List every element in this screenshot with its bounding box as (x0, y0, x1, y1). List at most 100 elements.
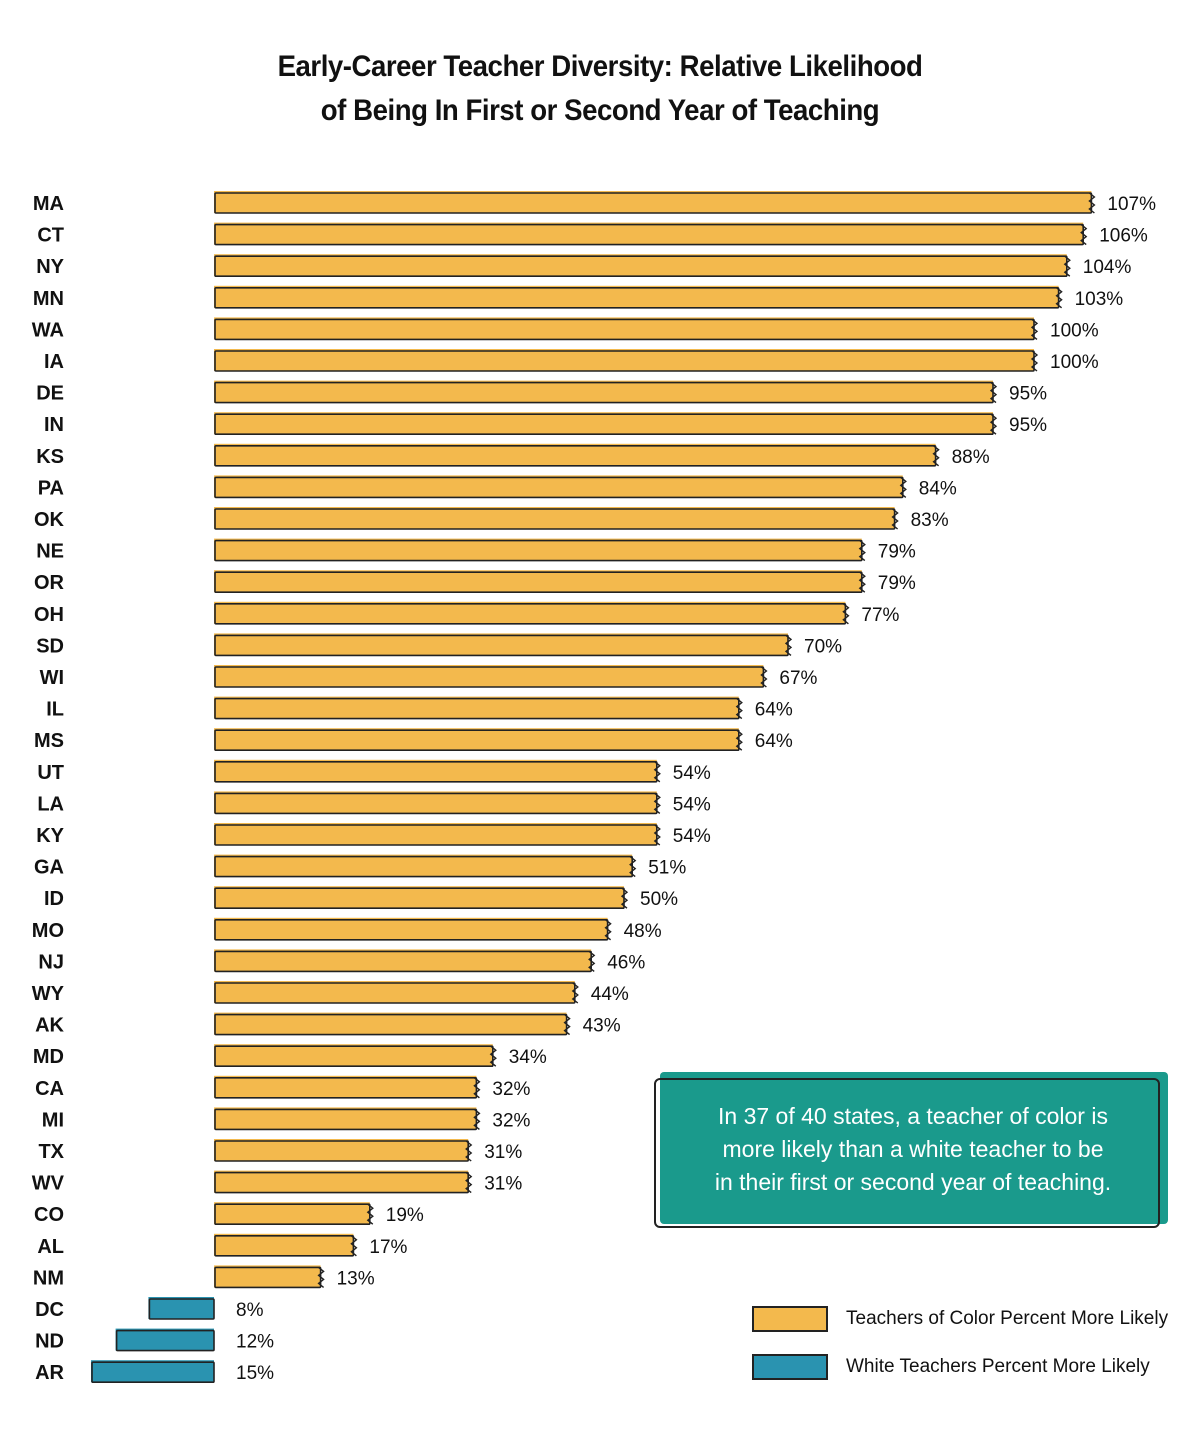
bar-id (214, 886, 624, 909)
bar-wv (214, 1170, 469, 1193)
bar-zigzag-co (366, 1203, 374, 1225)
bar-zigzag-or (858, 571, 866, 593)
state-label-in: IN (44, 414, 64, 436)
legend-label-white-teachers: White Teachers Percent More Likely (846, 1356, 1150, 1377)
bar-ok (214, 507, 895, 529)
value-label-ky: 54% (673, 826, 711, 847)
legend-swatch-teachers-of-color (752, 1306, 828, 1332)
bar-zigzag-ga (629, 856, 637, 878)
state-label-nd: ND (35, 1331, 64, 1353)
state-label-ne: NE (36, 541, 64, 563)
value-label-ny: 104% (1083, 257, 1132, 278)
state-label-ct: CT (37, 225, 64, 247)
state-label-md: MD (33, 1046, 64, 1068)
bar-zigzag-nj (588, 950, 596, 972)
state-label-dc: DC (35, 1299, 64, 1321)
state-label-co: CO (34, 1204, 64, 1226)
bar-outline-ar (91, 1361, 215, 1383)
state-label-mn: MN (33, 288, 64, 310)
bar-ak (214, 1012, 567, 1035)
bar-zigzag-ne (858, 540, 866, 562)
value-label-ia: 100% (1050, 352, 1099, 373)
bar-nm (214, 1265, 321, 1288)
value-label-wy: 44% (591, 984, 629, 1005)
value-label-ok: 83% (911, 510, 949, 531)
value-label-mo: 48% (624, 921, 662, 942)
bar-zigzag-mn (1055, 287, 1063, 309)
bar-de (214, 380, 993, 403)
value-label-ar: 15% (236, 1363, 274, 1384)
bar-zigzag-wa (1030, 318, 1039, 340)
value-label-in: 95% (1009, 415, 1047, 436)
state-label-or: OR (34, 572, 65, 594)
bar-in (214, 412, 993, 435)
value-label-de: 95% (1009, 384, 1047, 405)
bar-al (214, 1233, 354, 1256)
value-label-ca: 32% (492, 1079, 530, 1100)
value-label-mn: 103% (1075, 289, 1124, 310)
bar-ky (214, 823, 657, 845)
callout-box: In 37 of 40 states, a teacher of color i… (654, 1070, 1168, 1230)
value-label-ut: 54% (673, 763, 711, 784)
bar-zigzag-oh (842, 603, 850, 625)
chart-title-line-1: Early-Career Teacher Diversity: Relative… (277, 50, 923, 83)
state-label-oh: OH (34, 604, 64, 626)
bar-la (214, 791, 657, 814)
bar-ct (214, 222, 1084, 245)
bar-mo (214, 917, 608, 940)
bar-il (214, 696, 739, 719)
state-label-ak: AK (35, 1015, 64, 1037)
bar-zigzag-ky (653, 824, 661, 846)
state-label-ga: GA (34, 857, 64, 879)
bar-zigzag-ak (563, 1014, 571, 1036)
bar-zigzag-ia (1030, 350, 1039, 372)
state-label-mo: MO (32, 920, 64, 942)
bar-wy (214, 981, 575, 1003)
state-label-ut: UT (37, 762, 64, 784)
value-label-sd: 70% (804, 636, 842, 657)
bar-zigzag-ma (1088, 192, 1096, 214)
state-label-ms: MS (34, 730, 64, 752)
state-label-ok: OK (34, 509, 65, 531)
value-label-dc: 8% (236, 1300, 264, 1321)
bar-ks (214, 443, 936, 466)
bar-wa (214, 317, 1034, 340)
value-label-pa: 84% (919, 478, 957, 499)
bar-ms (214, 728, 739, 751)
bar-mn (214, 285, 1059, 308)
value-label-id: 50% (640, 889, 678, 910)
callout-line-3: in their first or second year of teachin… (714, 1169, 1112, 1195)
legend-label-teachers-of-color: Teachers of Color Percent More Likely (846, 1308, 1169, 1329)
state-label-al: AL (37, 1236, 64, 1258)
state-label-wi: WI (40, 667, 64, 689)
value-label-ms: 64% (755, 731, 793, 752)
value-label-il: 64% (755, 700, 793, 721)
value-label-wi: 67% (779, 668, 817, 689)
state-label-de: DE (36, 383, 64, 405)
value-label-wa: 100% (1050, 320, 1099, 341)
callout-background (660, 1072, 1168, 1224)
bar-zigzag-wi (760, 666, 768, 688)
state-label-ar: AR (35, 1362, 64, 1384)
value-label-nj: 46% (607, 952, 645, 973)
state-label-id: ID (44, 888, 64, 910)
bar-zigzag-wv (465, 1172, 473, 1194)
callout-text: In 37 of 40 states, a teacher of color i… (674, 1100, 1152, 1199)
bar-dc (148, 1297, 214, 1319)
value-label-ct: 106% (1099, 226, 1148, 247)
bar-zigzag-al (350, 1235, 358, 1257)
state-label-nj: NJ (38, 951, 64, 973)
state-label-wa: WA (32, 319, 64, 341)
bar-zigzag-ms (735, 729, 743, 751)
bar-zigzag-mi (473, 1108, 481, 1130)
value-label-ma: 107% (1107, 194, 1156, 215)
bar-nj (214, 949, 592, 972)
state-label-ia: IA (44, 351, 64, 373)
value-label-ks: 88% (952, 447, 990, 468)
bar-zigzag-ct (1080, 224, 1088, 246)
state-label-wv: WV (32, 1173, 65, 1195)
bar-zigzag-la (653, 792, 661, 814)
bar-co (214, 1202, 370, 1225)
bar-zigzag-wy (571, 982, 579, 1004)
